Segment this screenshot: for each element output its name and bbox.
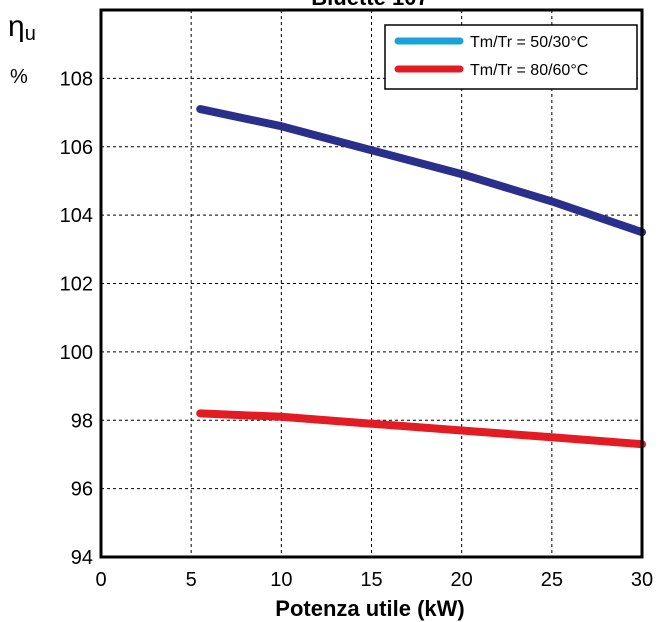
x-tick-label: 5 [186,569,197,591]
y-axis-symbol-subscript: u [25,23,36,45]
x-axis-label: Potenza utile (kW) [275,596,464,621]
y-tick-label: 102 [60,274,93,296]
y-axis-symbol: ηu [8,10,36,45]
y-tick-label: 108 [60,68,93,90]
y-tick-label: 106 [60,137,93,159]
x-tick-label: 25 [541,569,563,591]
x-tick-label: 30 [631,569,653,591]
series-lines [196,105,646,449]
chart-title: Bluette 107 [311,0,428,10]
series-line-2 [196,409,646,449]
y-tick-label: 98 [71,410,93,432]
y-tick-label: 104 [60,205,93,227]
grid-lines [101,10,642,557]
legend-label: Tm/Tr = 50/30°C [470,34,588,51]
y-tick-labels: 94 96 98 100 102 104 106 108 [60,68,93,569]
legend-box [384,24,638,90]
y-axis-unit: % [10,66,28,88]
y-tick-label: 96 [71,479,93,501]
plot-frame [99,8,644,559]
x-tick-labels: 0 5 10 15 20 25 30 [95,569,653,591]
x-tick-label: 10 [270,569,292,591]
y-tick-label: 94 [71,547,93,569]
legend-label: Tm/Tr = 80/60°C [470,62,588,79]
x-tick-label: 15 [360,569,382,591]
series-line-1 [196,105,646,237]
x-tick-label: 20 [451,569,473,591]
y-tick-label: 100 [60,342,93,364]
x-tick-label: 0 [95,569,106,591]
y-axis-symbol-letter: η [8,10,25,43]
legend: Tm/Tr = 50/30°C Tm/Tr = 80/60°C [384,24,638,90]
